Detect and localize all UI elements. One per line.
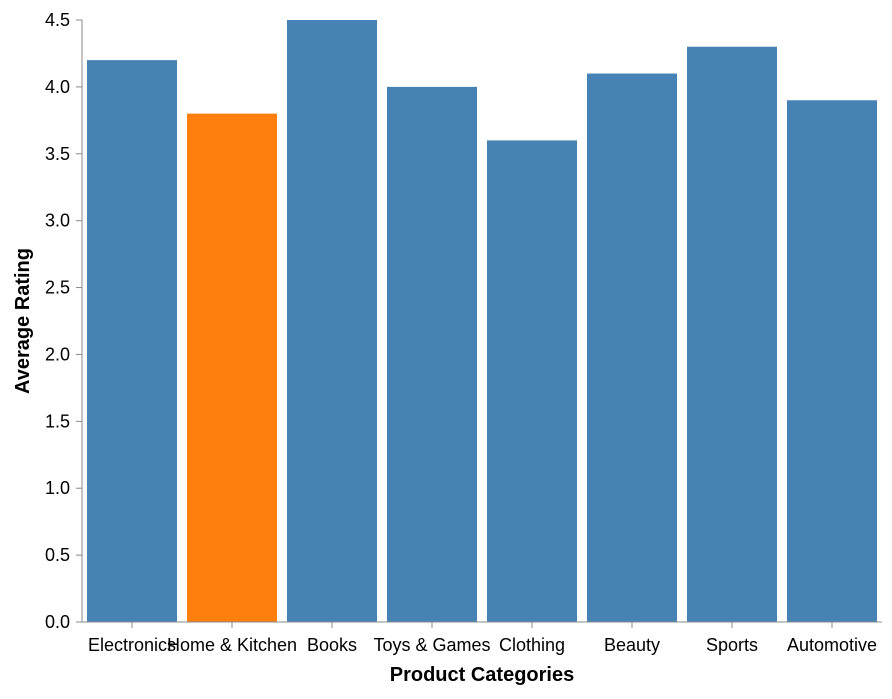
y-axis: 0.0 0.5 1.0 1.5 2.0 2.5 3.0 3.5 4.0 4.5 [45,10,83,632]
bar-home-kitchen [187,113,277,623]
x-tick-label-clothing: Clothing [499,635,565,655]
y-tick-label: 2.0 [45,344,70,364]
bar-electronics [87,60,177,622]
x-tick-label-beauty: Beauty [604,635,660,655]
y-tick-label: 4.0 [45,77,70,97]
y-tick-label: 1.0 [45,478,70,498]
x-tick-label-home-kitchen: Home & Kitchen [167,635,297,655]
bar-toys-games [387,86,477,622]
x-tick-label-automotive: Automotive [787,635,877,655]
x-tick-label-sports: Sports [706,635,758,655]
y-tick-label: 4.5 [45,10,70,30]
y-tick-label: 2.5 [45,278,70,298]
y-tick-label: 1.5 [45,411,70,431]
y-tick-label: 3.5 [45,144,70,164]
y-tick-label: 0.5 [45,545,70,565]
bar-books [287,20,377,622]
bar-sports [687,46,777,622]
x-tick-label-toys-games: Toys & Games [373,635,490,655]
x-axis-title: Product Categories [390,664,574,686]
x-tick-label-electronics: Electronics [88,635,176,655]
bar-beauty [587,73,677,622]
y-axis-title: Average Rating [12,248,34,394]
y-tick-label: 0.0 [45,612,70,632]
bars [87,20,877,623]
y-tick-label: 3.0 [45,211,70,231]
bar-clothing [487,140,577,622]
bar-automotive [787,100,877,623]
x-tick-label-books: Books [307,635,357,655]
